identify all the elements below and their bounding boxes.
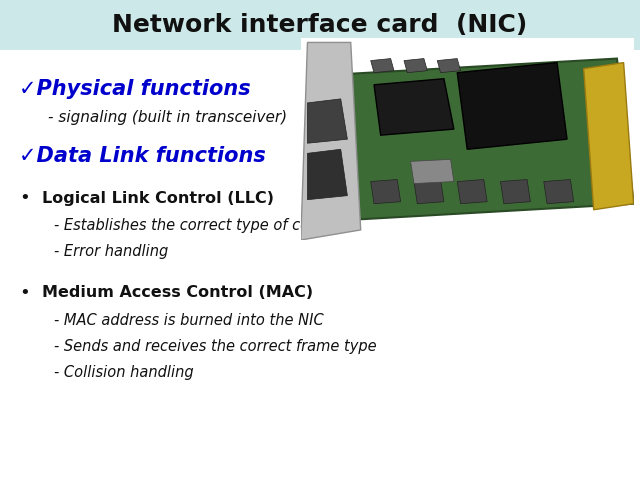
Polygon shape bbox=[307, 99, 348, 143]
Text: ✓Data Link functions: ✓Data Link functions bbox=[19, 146, 266, 166]
Text: •: • bbox=[19, 284, 30, 302]
Text: - signaling (built in transceiver): - signaling (built in transceiver) bbox=[48, 110, 287, 125]
Text: - Establishes the correct type of connections: - Establishes the correct type of connec… bbox=[54, 218, 381, 233]
Text: Logical Link Control (LLC): Logical Link Control (LLC) bbox=[42, 191, 274, 206]
Polygon shape bbox=[457, 62, 567, 149]
FancyBboxPatch shape bbox=[301, 38, 634, 240]
Text: ✓Physical functions: ✓Physical functions bbox=[19, 79, 251, 99]
Polygon shape bbox=[301, 42, 361, 240]
FancyBboxPatch shape bbox=[0, 0, 640, 50]
Polygon shape bbox=[404, 59, 428, 72]
Polygon shape bbox=[371, 180, 401, 204]
Polygon shape bbox=[334, 59, 634, 220]
Text: •: • bbox=[19, 189, 30, 207]
Polygon shape bbox=[584, 62, 634, 210]
Text: Medium Access Control (MAC): Medium Access Control (MAC) bbox=[42, 285, 313, 300]
Polygon shape bbox=[411, 159, 454, 183]
Polygon shape bbox=[500, 180, 531, 204]
Polygon shape bbox=[371, 59, 394, 72]
Text: - Collision handling: - Collision handling bbox=[54, 365, 194, 380]
Polygon shape bbox=[457, 180, 487, 204]
Text: - MAC address is burned into the NIC: - MAC address is burned into the NIC bbox=[54, 313, 324, 328]
Text: - Error handling: - Error handling bbox=[54, 244, 169, 259]
Text: - Sends and receives the correct frame type: - Sends and receives the correct frame t… bbox=[54, 339, 377, 354]
Text: Network interface card  (NIC): Network interface card (NIC) bbox=[113, 13, 527, 37]
Polygon shape bbox=[307, 149, 348, 200]
Polygon shape bbox=[544, 180, 573, 204]
Polygon shape bbox=[437, 59, 461, 72]
Polygon shape bbox=[414, 180, 444, 204]
Polygon shape bbox=[374, 79, 454, 135]
